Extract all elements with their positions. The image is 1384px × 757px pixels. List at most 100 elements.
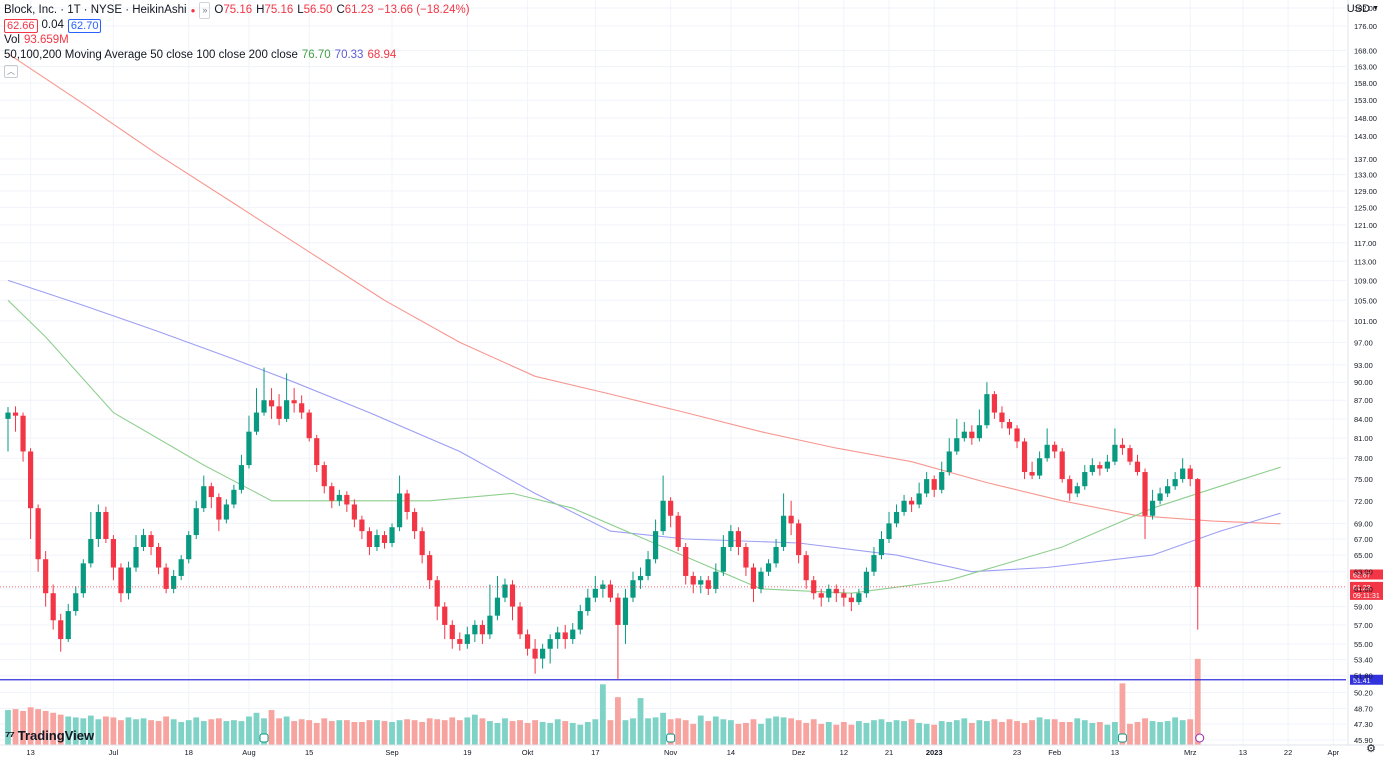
volume-bar — [803, 722, 810, 745]
volume-bar — [1127, 723, 1133, 745]
y-tick-label: 113.00 — [1354, 257, 1376, 266]
candle-down — [1195, 479, 1201, 587]
candle-down — [479, 624, 485, 635]
ask-price-button[interactable]: 62.70 — [67, 18, 102, 33]
x-tick-label: 13 — [1239, 748, 1247, 757]
candle-up — [73, 593, 79, 612]
volume-bar — [441, 720, 448, 745]
volume-bar — [366, 720, 373, 745]
gear-icon[interactable]: ⚙ — [1366, 743, 1376, 755]
volume-bar — [328, 721, 335, 745]
volume-bar — [140, 718, 147, 745]
x-tick-label: Okt — [522, 748, 535, 757]
candle-up — [585, 597, 591, 612]
candle-down — [1059, 451, 1065, 480]
volume-bar — [682, 720, 689, 745]
volume-bar — [1134, 722, 1141, 745]
volume-bar — [411, 720, 418, 745]
ma-label[interactable]: 50,100,200 Moving Average 50 close 100 c… — [4, 49, 298, 61]
volume-bar — [652, 717, 659, 745]
candle-down — [1097, 465, 1103, 469]
volume-bar — [223, 721, 230, 745]
candle-up — [976, 425, 982, 439]
candle-up — [223, 504, 229, 520]
volume-bar — [200, 721, 207, 745]
currency-selector[interactable]: USD — [1346, 3, 1370, 15]
volume-bar — [464, 717, 471, 745]
candle-up — [494, 597, 501, 616]
volume-bar — [840, 722, 847, 745]
bid-price-tag-bg — [1350, 569, 1383, 580]
time-axis[interactable]: 13 Jul 18 Aug 15 Sep 19 Okt 17 Nov 14 Dez 12 21 2023 23… — [0, 744, 1384, 757]
volume-bar — [727, 720, 734, 745]
candle-up — [1104, 461, 1110, 469]
candle-down — [58, 620, 64, 640]
price-axis[interactable]: 45.90 47.30 48.70 50.20 51.80 53.40 55.00 57.00… — [1347, 0, 1377, 745]
chart-legend: Block, Inc. · 1T · NYSE · HeikinAshi ● »… — [4, 2, 474, 78]
legend-volume-row: Vol 93.659M — [4, 33, 474, 48]
candle-down — [110, 539, 117, 568]
volume-bar — [1104, 724, 1111, 745]
candle-down — [796, 523, 802, 556]
y-tick-label: 101.00 — [1354, 317, 1377, 326]
volume-bar — [931, 724, 938, 745]
symbol-title[interactable]: Block, Inc. · 1T · NYSE · HeikinAshi — [4, 4, 187, 16]
candle-down — [208, 486, 214, 498]
candle-up — [1112, 444, 1118, 462]
candle-up — [231, 489, 237, 505]
candle-down — [1134, 461, 1141, 473]
y-tick-label: 59.00 — [1354, 603, 1373, 612]
candle-up — [856, 593, 862, 603]
volume-bar — [750, 719, 757, 745]
volume-bar — [1142, 718, 1148, 745]
candle-up — [863, 571, 870, 594]
volume-bar — [494, 722, 501, 745]
candle-up — [555, 632, 561, 640]
volume-bar — [336, 720, 343, 745]
candle-up — [201, 486, 207, 509]
collapse-legend-icon[interactable]: ︿ — [4, 65, 18, 78]
candle-down — [1187, 468, 1193, 480]
ohlc-low: 56.50 — [303, 4, 333, 16]
volume-bar — [125, 717, 132, 745]
candle-down — [1006, 422, 1013, 429]
x-tick-label: Aug — [242, 748, 255, 757]
y-tick-label: 125.00 — [1354, 204, 1377, 213]
candle-down — [991, 394, 998, 413]
volume-bar — [102, 716, 109, 745]
candle-down — [449, 624, 455, 640]
y-tick-label: 50.20 — [1354, 688, 1373, 697]
volume-bar — [110, 717, 117, 745]
volume-bar — [404, 719, 410, 745]
y-tick-label: 117.00 — [1354, 239, 1376, 248]
y-tick-label: 148.00 — [1354, 114, 1377, 123]
volume-bar — [1021, 722, 1028, 745]
volume-bar — [487, 721, 493, 745]
x-tick-label: 23 — [1013, 748, 1021, 757]
bid-price-tag-text: 62.67 — [1353, 573, 1371, 580]
chevron-down-icon[interactable]: ▼ — [1372, 5, 1379, 12]
volume-bar — [818, 723, 825, 745]
volume-bar — [961, 718, 968, 745]
candle-down — [1119, 444, 1126, 449]
candle-up — [916, 493, 922, 505]
candle-down — [148, 535, 154, 548]
candlesticks — [5, 367, 1201, 679]
tradingview-logo[interactable]: ⁷⁷ TradingView — [5, 728, 94, 743]
candle-down — [1029, 472, 1035, 476]
volume-bar — [343, 720, 350, 745]
bid-price-button[interactable]: 62.66 — [4, 18, 38, 33]
candle-up — [1074, 486, 1080, 494]
volume-bar — [938, 721, 945, 745]
y-tick-label: 69.00 — [1354, 519, 1373, 528]
volume-bar — [208, 719, 215, 745]
candle-up — [1180, 468, 1186, 480]
candle-up — [600, 584, 606, 589]
volume-bar — [170, 719, 177, 745]
y-tick-label: 176.00 — [1354, 22, 1377, 31]
volume-label[interactable]: Vol — [4, 34, 20, 46]
y-tick-label: 55.00 — [1354, 640, 1373, 649]
volume-bar — [562, 721, 569, 745]
candle-down — [969, 431, 975, 439]
